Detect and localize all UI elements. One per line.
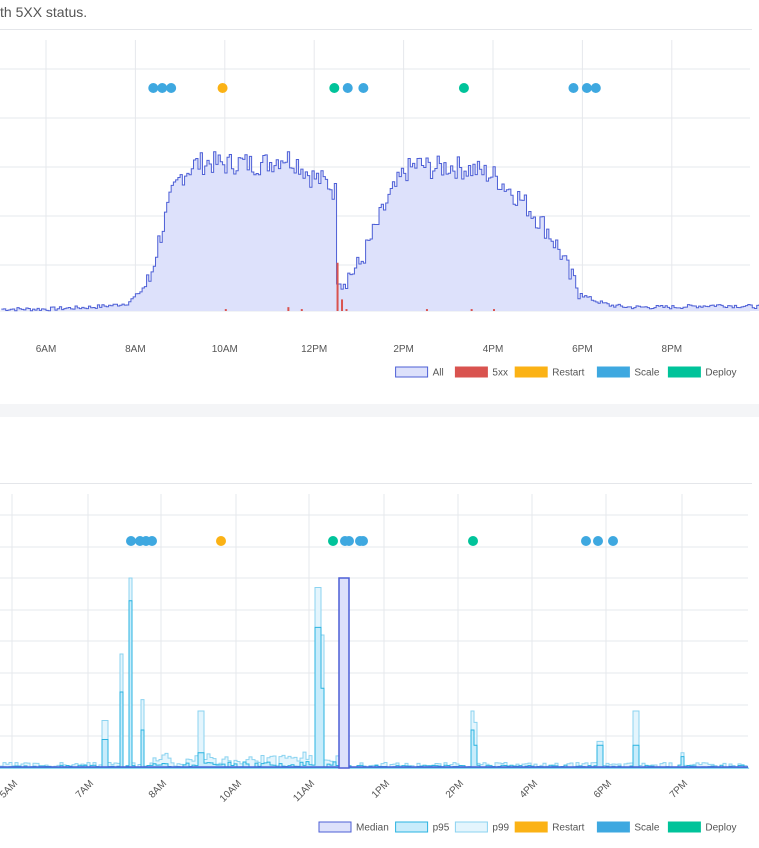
fivexx-bar: [345, 309, 348, 311]
x-axis: 6AM 8AM 10AM 12PM 2PM 4PM 6PM 8PM: [36, 344, 682, 355]
deploy-event-marker[interactable]: [329, 83, 340, 93]
legend-swatch[interactable]: [454, 366, 488, 378]
series-5xx: [224, 262, 495, 311]
legend-label[interactable]: 5xx: [492, 368, 508, 379]
scale-event-marker[interactable]: [608, 536, 618, 546]
scale-event-marker[interactable]: [157, 83, 168, 93]
scale-event-marker[interactable]: [126, 536, 136, 546]
x-tick-label: 4PM: [518, 778, 540, 800]
chart-legend: Median p95 p99 Restart Scale Deploy: [318, 821, 737, 834]
legend-label[interactable]: Median: [356, 823, 389, 834]
legend-swatch[interactable]: [667, 821, 701, 833]
x-tick-label: 7PM: [668, 778, 690, 800]
scale-event-marker[interactable]: [590, 83, 601, 93]
scale-event-marker[interactable]: [147, 536, 157, 546]
x-tick-label: 6AM: [36, 344, 57, 355]
legend-label[interactable]: All: [433, 368, 444, 379]
fivexx-bar: [425, 309, 428, 311]
x-tick-label: 2PM: [393, 344, 414, 355]
legend-label[interactable]: Scale: [634, 823, 659, 834]
deploy-event-marker[interactable]: [468, 536, 478, 546]
legend-swatch[interactable]: [318, 821, 352, 833]
x-tick-label: 11AM: [291, 778, 317, 804]
x-tick-label: 6PM: [572, 344, 593, 355]
scale-event-marker[interactable]: [148, 83, 159, 93]
x-tick-label: 10AM: [218, 778, 244, 804]
scale-event-marker[interactable]: [344, 536, 354, 546]
x-tick-label: 8PM: [662, 344, 683, 355]
legend-swatch[interactable]: [395, 821, 429, 833]
fivexx-bar: [493, 309, 495, 311]
deploy-event-marker[interactable]: [328, 536, 338, 546]
scale-event-marker[interactable]: [581, 536, 591, 546]
chart-legend: All 5xx Restart Scale Deploy: [395, 366, 737, 379]
legend-label[interactable]: Deploy: [705, 368, 736, 379]
panel-description: th 5XX status.: [0, 4, 88, 20]
fivexx-bar: [336, 262, 339, 311]
x-axis: 5AM 7AM 8AM 10AM 11AM 1PM 2PM 4PM 6PM 7PM: [0, 778, 690, 804]
scale-event-marker[interactable]: [166, 83, 177, 93]
x-tick-label: 6PM: [592, 778, 614, 800]
panel-separator: [0, 404, 759, 417]
legend-label[interactable]: p99: [492, 823, 509, 834]
deploy-event-marker[interactable]: [458, 83, 469, 93]
restart-event-marker[interactable]: [217, 83, 228, 93]
legend-label[interactable]: p95: [433, 823, 450, 834]
events: [126, 536, 618, 546]
x-tick-label: 12PM: [301, 344, 327, 355]
median-spike: [338, 577, 350, 769]
legend-label[interactable]: Restart: [552, 368, 584, 379]
events: [148, 83, 601, 93]
legend-swatch[interactable]: [596, 366, 630, 378]
series-all-line: [1, 151, 759, 312]
legend-label[interactable]: Scale: [634, 368, 659, 379]
legend-swatch[interactable]: [395, 366, 429, 378]
x-tick-label: 2PM: [444, 778, 466, 800]
fivexx-bar: [470, 309, 473, 311]
legend-swatch[interactable]: [514, 366, 548, 378]
fivexx-bar: [287, 307, 290, 311]
x-tick-label: 7AM: [74, 778, 96, 800]
fivexx-bar: [224, 309, 227, 311]
legend-swatch[interactable]: [667, 366, 701, 378]
scale-event-marker[interactable]: [358, 536, 368, 546]
x-tick-label: 8AM: [125, 344, 146, 355]
series-all-area: [1, 151, 759, 311]
panel-divider: [0, 29, 752, 30]
panel-divider: [0, 483, 752, 484]
x-tick-label: 1PM: [370, 778, 392, 800]
x-tick-label: 10AM: [212, 344, 238, 355]
legend-swatch[interactable]: [514, 821, 548, 833]
scale-event-marker[interactable]: [358, 83, 369, 93]
x-tick-label: 8AM: [147, 778, 169, 800]
scale-event-marker[interactable]: [342, 83, 353, 93]
legend-swatch[interactable]: [596, 821, 630, 833]
legend-label[interactable]: Restart: [552, 823, 584, 834]
fivexx-bar: [300, 309, 303, 311]
latency-chart[interactable]: 5AM 7AM 8AM 10AM 11AM 1PM 2PM 4PM 6PM 7PM Median p9…: [0, 484, 759, 848]
x-tick-label: 5AM: [0, 778, 20, 800]
requests-chart[interactable]: 6AM 8AM 10AM 12PM 2PM 4PM 6PM 8PM All 5xx Restart S…: [0, 30, 759, 390]
legend-label[interactable]: Deploy: [705, 823, 736, 834]
restart-event-marker[interactable]: [216, 536, 226, 546]
scale-event-marker[interactable]: [593, 536, 603, 546]
legend-swatch[interactable]: [454, 821, 488, 833]
x-tick-label: 4PM: [483, 344, 504, 355]
scale-event-marker[interactable]: [581, 83, 592, 93]
fivexx-bar: [341, 299, 344, 311]
scale-event-marker[interactable]: [568, 83, 579, 93]
grid: [0, 494, 748, 768]
